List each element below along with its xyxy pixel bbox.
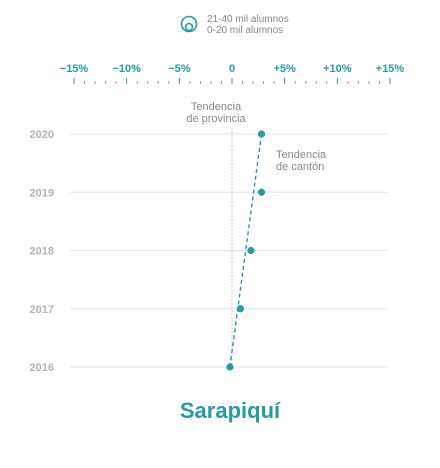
x-tick-label: −15% [60, 63, 89, 75]
legend-label-small: 0-20 mil alumnos [207, 25, 283, 36]
x-tick-label: 0 [229, 63, 235, 75]
legend-circle-small [184, 22, 194, 32]
year-label: 2016 [30, 362, 54, 374]
legend: 21-40 mil alumnos 0-20 mil alumnos [180, 14, 289, 36]
points [226, 130, 266, 371]
legend-circle-large [180, 15, 198, 33]
province-trend-label: Tendencia [191, 101, 242, 113]
data-point [226, 363, 234, 371]
year-label: 2017 [30, 304, 54, 316]
data-point [247, 246, 255, 255]
legend-label-large: 21-40 mil alumnos [207, 14, 289, 25]
province-trend-label: de provincia [186, 113, 246, 125]
data-point [257, 188, 266, 196]
year-label: 2020 [30, 129, 54, 141]
x-tick-label: +5% [274, 63, 297, 75]
year-label: 2018 [30, 246, 54, 258]
x-tick-label: +10% [323, 63, 352, 75]
data-point [257, 130, 266, 138]
x-tick-label: −5% [168, 63, 191, 75]
canton-trend-label: de cantón [276, 161, 324, 173]
x-axis: −15% −10% −5% 0 +5% +10% +15% [60, 63, 405, 84]
year-label: 2019 [30, 187, 54, 199]
x-tick-label: +15% [376, 63, 405, 75]
chart-title: Sarapiquí [180, 398, 281, 423]
grid: 2016 2017 2018 2019 2020 [30, 129, 388, 374]
data-point [236, 305, 245, 313]
x-tick-label: −10% [112, 63, 141, 75]
canton-trend-label: Tendencia [276, 149, 327, 161]
